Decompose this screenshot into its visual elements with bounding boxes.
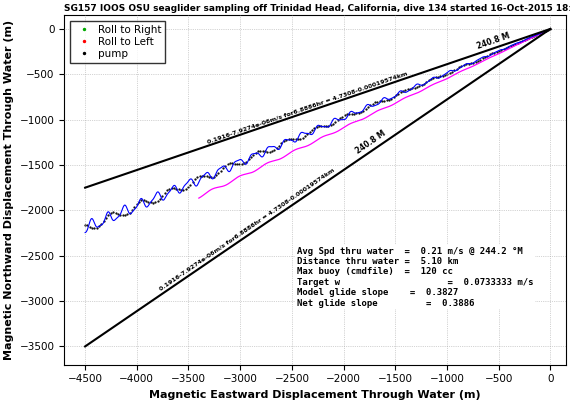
pump	[510, 42, 516, 47]
Text: 240.8 M: 240.8 M	[475, 31, 511, 51]
Roll to Left	[238, 173, 245, 178]
Roll to Right	[364, 102, 371, 107]
X-axis label: Magnetic Eastward Displacement Through Water (m): Magnetic Eastward Displacement Through W…	[149, 390, 481, 400]
Roll to Right	[378, 98, 385, 103]
Line: pump: pump	[84, 28, 551, 229]
pump	[103, 215, 109, 220]
Roll to Right	[482, 54, 489, 59]
Text: Avg Spd thru water  =  0.21 m/s @ 244.2 °M
Distance thru water =  5.10 km
Max bu: Avg Spd thru water = 0.21 m/s @ 244.2 °M…	[297, 246, 534, 307]
pump	[526, 36, 533, 40]
Text: 240.8 M: 240.8 M	[355, 129, 388, 156]
Roll to Left	[547, 27, 553, 32]
Roll to Right	[547, 27, 553, 32]
pump	[112, 210, 119, 215]
Text: 0.1916-7.9274e-06m/s for6.8886hr = 4.7308-0.00019574km: 0.1916-7.9274e-06m/s for6.8886hr = 4.730…	[158, 168, 335, 292]
pump	[170, 185, 177, 190]
Line: Roll to Left: Roll to Left	[199, 29, 550, 198]
Y-axis label: Magnetic Northward Displacement Through Water (m): Magnetic Northward Displacement Through …	[4, 20, 14, 360]
Roll to Left	[335, 128, 341, 133]
Text: SG157 IOOS OSU seaglider sampling off Trinidad Head, California, dive 134 starte: SG157 IOOS OSU seaglider sampling off Tr…	[64, 4, 570, 13]
Text: 0.1916-7.9274e-06m/s for6.8886hr = 4.7308-0.00019574km: 0.1916-7.9274e-06m/s for6.8886hr = 4.730…	[207, 70, 408, 144]
pump	[208, 175, 215, 180]
Roll to Left	[449, 73, 456, 78]
Roll to Right	[110, 218, 117, 223]
Roll to Right	[434, 76, 441, 81]
Roll to Left	[310, 140, 317, 145]
Roll to Right	[82, 230, 88, 235]
pump	[82, 222, 88, 227]
pump	[547, 27, 553, 32]
Roll to Right	[352, 111, 359, 116]
Line: Roll to Right: Roll to Right	[85, 29, 550, 233]
Roll to Left	[451, 72, 458, 77]
Legend: Roll to Right, Roll to Left, pump: Roll to Right, Roll to Left, pump	[70, 21, 165, 63]
Roll to Left	[417, 89, 424, 94]
pump	[91, 226, 98, 231]
Roll to Left	[196, 196, 202, 200]
